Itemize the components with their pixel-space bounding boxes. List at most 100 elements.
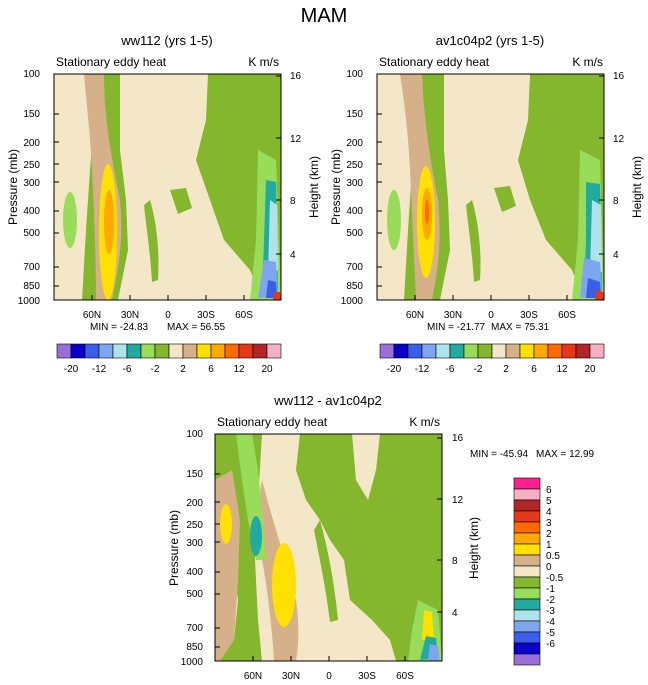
panel-1-height-ticks: 16 12 8 4	[276, 71, 302, 261]
panel-3-yellow-core	[272, 543, 296, 627]
panel-2-xtick-60n: 60N	[406, 310, 424, 321]
colorbar-difference-swatch-12	[513, 609, 541, 622]
cbar-top-2-swatch-2	[407, 343, 423, 359]
panel-2-light-green-left	[387, 190, 401, 250]
panel-2-max-label: MAX = 75.31	[491, 322, 550, 333]
panel-2-contour-field	[377, 74, 604, 300]
panel-3-xtick-60n: 60N	[244, 671, 262, 682]
panel-3-title: ww112 - av1c04p2	[273, 393, 381, 408]
panel-2-ytick-250: 250	[346, 160, 363, 171]
colorbar-difference-swatch-11	[513, 598, 541, 611]
panel-2-red-spot	[595, 290, 604, 300]
panel-1-htick-12: 12	[290, 134, 302, 145]
panel-1-title: ww112 (yrs 1-5)	[120, 33, 213, 48]
panel-2: av1c04p2 (yrs 1-5) Stationary eddy heat …	[329, 33, 644, 333]
panel-3-blue-right	[428, 644, 440, 661]
panel-1-xtick-marks	[91, 295, 245, 300]
colorbar-top-right: -20 -12 -6 -2 2 6 12 20	[379, 343, 605, 375]
panel-1-min-label: MIN = -24.83	[90, 322, 149, 333]
panel-1-xtick-30n: 30N	[121, 310, 139, 321]
panel-3-htick-marks	[437, 437, 442, 613]
cbar-top-2-swatch-5	[449, 343, 465, 359]
colorbar-difference-label-14: -6	[546, 639, 555, 650]
panel-2-red-core	[425, 200, 429, 224]
colorbar-difference-swatch-4	[513, 521, 541, 534]
panel-3-xtick-30s: 30S	[358, 671, 376, 682]
panel-2-xtick-marks	[414, 295, 568, 300]
panel-2-title: av1c04p2 (yrs 1-5)	[436, 33, 544, 48]
colorbar-difference-swatch-7	[513, 554, 541, 567]
panel-1-htick-8: 8	[290, 196, 296, 207]
cbar-top-1-swatch-5	[126, 343, 142, 359]
panel-1-ytick-200: 200	[23, 138, 40, 149]
panel-1-subtitle-left: Stationary eddy heat	[56, 55, 167, 69]
cbar-top-1-swatch-12	[224, 343, 240, 359]
panel-1-htick-16: 16	[290, 71, 302, 82]
cbar-top-1-swatch-6	[140, 343, 156, 359]
colorbar-top-left: -20 -12 -6 -2 2 6 12 20	[56, 343, 282, 375]
panel-1-ylabel-right: Height (km)	[307, 156, 321, 218]
colorbar-difference-label-8: -0.5	[546, 573, 564, 584]
cbar-top-2-label-7: 20	[584, 364, 596, 375]
panel-3-ytick-700: 700	[186, 623, 203, 634]
cbar-top-1-swatch-1	[70, 343, 86, 359]
panel-1-htick-marks	[276, 75, 281, 255]
panel-3-ytick-150: 150	[186, 469, 203, 480]
panel-1: ww112 (yrs 1-5) Stationary eddy heat K m…	[6, 33, 321, 333]
colorbar-difference-label-5: 1	[546, 540, 552, 551]
panel-1-ytick-400: 400	[23, 206, 40, 217]
panel-2-ytick-500: 500	[346, 228, 363, 239]
panel-1-red-spot	[273, 292, 281, 300]
panel-3-min-label: MIN = -45.94	[470, 449, 529, 460]
colorbar-difference-swatch-1	[513, 488, 541, 501]
panel-3-weak-positive-upper-right	[352, 434, 380, 500]
cbar-top-2-swatch-14	[575, 343, 591, 359]
colorbar-difference-swatch-15	[513, 642, 541, 655]
colorbar-difference-label-10: -2	[546, 595, 555, 606]
panel-2-ytick-1000: 1000	[341, 296, 364, 307]
cbar-top-2-label-6: 12	[556, 364, 568, 375]
panel-3-xtick-marks	[252, 656, 406, 661]
panel-1-x-ticks: 60N 30N 0 30S 60S	[83, 295, 253, 321]
cbar-top-2-label-2: -6	[446, 364, 455, 375]
cbar-top-2-label-1: -12	[415, 364, 430, 375]
panel-2-xtick-60s: 60S	[558, 310, 576, 321]
cbar-top-1-swatch-7	[154, 343, 170, 359]
panel-1-xtick-60s: 60S	[235, 310, 253, 321]
panel-2-ylabel-right: Height (km)	[630, 156, 644, 218]
cbar-top-2-swatch-11	[533, 343, 549, 359]
panel-2-ylabel: Pressure (mb)	[329, 149, 343, 225]
cbar-top-1-label-6: 12	[233, 364, 245, 375]
panel-2-htick-4: 4	[613, 250, 619, 261]
colorbar-difference-label-9: -1	[546, 584, 555, 595]
panel-3-yellow-left	[220, 504, 232, 544]
panel-1-htick-4: 4	[290, 250, 296, 261]
colorbar-difference-swatch-10	[513, 587, 541, 600]
colorbar-difference-label-12: -4	[546, 617, 555, 628]
panel-2-ytick-marks	[377, 73, 382, 301]
colorbar-difference-swatch-9	[513, 576, 541, 589]
cbar-top-2-label-4: 2	[503, 364, 509, 375]
panel-3: ww112 - av1c04p2 Stationary eddy heat K …	[167, 393, 595, 682]
panel-2-subtitle-right: K m/s	[572, 55, 603, 69]
panel-1-subtitle-right: K m/s	[248, 55, 279, 69]
panel-1-ytick-500: 500	[23, 228, 40, 239]
panel-3-ytick-250: 250	[186, 520, 203, 531]
panel-3-ytick-100: 100	[186, 429, 203, 440]
cbar-top-2-swatch-8	[491, 343, 507, 359]
panel-3-subtitle-left: Stationary eddy heat	[217, 415, 328, 429]
panel-3-htick-12: 12	[452, 495, 464, 506]
panel-1-green-streak	[144, 200, 159, 282]
panel-1-ytick-850: 850	[23, 281, 40, 292]
cbar-top-1-swatch-13	[238, 343, 254, 359]
cbar-top-1-label-7: 20	[261, 364, 273, 375]
cbar-top-1-swatch-10	[196, 343, 212, 359]
panel-3-htick-16: 16	[452, 433, 464, 444]
cbar-top-2-swatch-0	[379, 343, 395, 359]
cbar-top-1-label-5: 6	[208, 364, 214, 375]
cbar-top-1-swatch-8	[168, 343, 184, 359]
panel-1-max-label: MAX = 56.55	[167, 322, 226, 333]
panel-2-ytick-700: 700	[346, 262, 363, 273]
panel-2-ytick-150: 150	[346, 109, 363, 120]
cbar-top-2-swatch-4	[435, 343, 451, 359]
